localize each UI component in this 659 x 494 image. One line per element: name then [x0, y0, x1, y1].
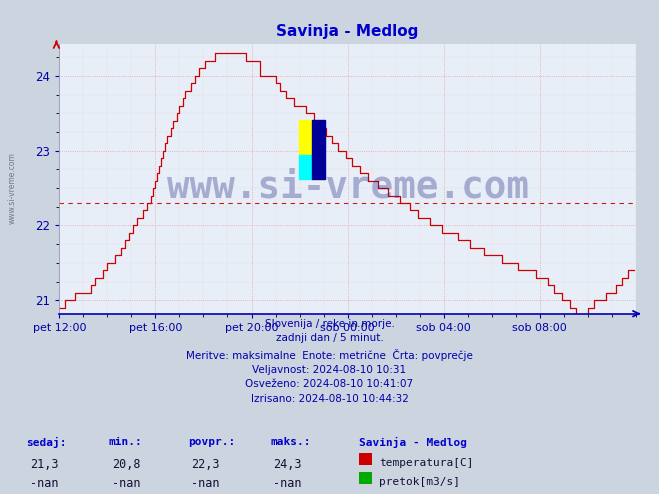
- Text: -nan: -nan: [30, 477, 58, 490]
- Text: -nan: -nan: [273, 477, 302, 490]
- Text: 21,3: 21,3: [30, 458, 58, 471]
- Text: pretok[m3/s]: pretok[m3/s]: [379, 477, 460, 487]
- Text: 22,3: 22,3: [191, 458, 219, 471]
- Text: temperatura[C]: temperatura[C]: [379, 458, 473, 468]
- Text: 24,3: 24,3: [273, 458, 302, 471]
- Text: Savinja - Medlog: Savinja - Medlog: [359, 437, 467, 448]
- Bar: [299, 120, 312, 156]
- Bar: [312, 120, 325, 179]
- Title: Savinja - Medlog: Savinja - Medlog: [276, 24, 419, 39]
- Text: www.si-vreme.com: www.si-vreme.com: [8, 152, 17, 224]
- Text: povpr.:: povpr.:: [188, 437, 235, 447]
- Text: -nan: -nan: [191, 477, 219, 490]
- Text: www.si-vreme.com: www.si-vreme.com: [167, 169, 529, 205]
- Text: -nan: -nan: [112, 477, 140, 490]
- Text: sedaj:: sedaj:: [26, 437, 67, 448]
- Text: 20,8: 20,8: [112, 458, 140, 471]
- Bar: [299, 156, 312, 179]
- Text: Slovenija / reke in morje.
zadnji dan / 5 minut.
Meritve: maksimalne  Enote: met: Slovenija / reke in morje. zadnji dan / …: [186, 319, 473, 404]
- Text: min.:: min.:: [109, 437, 142, 447]
- Text: maks.:: maks.:: [270, 437, 310, 447]
